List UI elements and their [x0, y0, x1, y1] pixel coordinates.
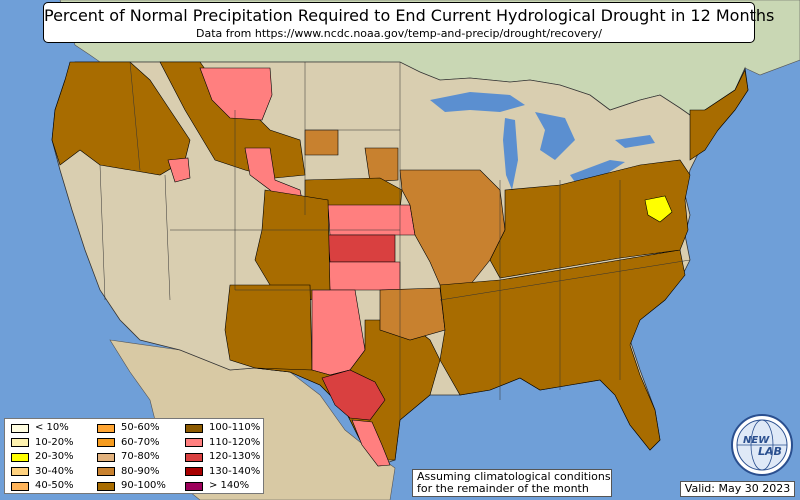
legend-swatch: [97, 467, 115, 476]
legend-label: 80-90%: [121, 465, 160, 477]
region-sd-light-brown: [364, 147, 399, 183]
legend-label: 100-110%: [209, 422, 261, 433]
legend-label: 130-140%: [209, 465, 261, 477]
legend-item: 100-110%: [185, 421, 260, 435]
region-texas-red: [321, 369, 386, 421]
legend-label: 70-80%: [121, 451, 160, 462]
legend-label: 40-50%: [35, 480, 74, 491]
region-maryland-yellow: [644, 195, 673, 223]
legend-swatch: [11, 481, 29, 491]
lake-huron: [535, 112, 575, 160]
region-idaho-pink: [167, 157, 191, 183]
title-box: Percent of Normal Precipitation Required…: [43, 2, 775, 43]
valid-date: Valid: May 30 2023: [680, 481, 795, 497]
legend-label: 120-130%: [209, 451, 261, 462]
legend-swatch: [185, 452, 203, 462]
legend-label: 10-20%: [35, 436, 74, 448]
map-title: Percent of Normal Precipitation Required…: [44, 6, 775, 25]
legend-label: 60-70%: [121, 436, 160, 448]
globe-logo-icon: NEW LAB: [731, 414, 793, 476]
legend-item: 30-40%: [11, 465, 74, 479]
region-pnw: [51, 61, 191, 176]
legend-swatch: [11, 438, 29, 447]
logo-text-bottom: LAB: [758, 445, 782, 458]
lake-michigan: [503, 118, 518, 190]
legend: < 10% 10-20% 20-30% 30-40% 40-50% 50-60% 60-70…: [4, 418, 264, 494]
legend-item: < 10%: [11, 421, 69, 435]
legend-item: 120-130%: [185, 450, 260, 464]
legend-item: 40-50%: [11, 479, 74, 493]
legend-item: 50-60%: [97, 421, 160, 435]
region-oklahoma-red: [327, 234, 396, 263]
legend-swatch: [185, 481, 203, 491]
legend-swatch: [185, 438, 203, 447]
legend-item: > 140%: [185, 479, 249, 493]
note-line-2: for the remainder of the month: [417, 482, 589, 495]
legend-swatch: [11, 423, 29, 433]
state-borders: [99, 61, 691, 420]
note-line-1: Assuming climatological conditions: [417, 470, 611, 483]
lake-superior: [430, 92, 525, 112]
region-dakota-light-brown: [304, 129, 339, 156]
assumption-note: Assuming climatological conditions for t…: [412, 469, 612, 497]
region-kansas-pink: [327, 204, 416, 236]
legend-item: 60-70%: [97, 436, 160, 450]
legend-label: 110-120%: [209, 436, 261, 448]
legend-label: < 10%: [35, 422, 69, 433]
legend-item: 130-140%: [185, 465, 260, 479]
map-subtitle: Data from https://www.ncdc.noaa.gov/temp…: [196, 27, 602, 40]
legend-label: 50-60%: [121, 422, 160, 433]
legend-item: 10-20%: [11, 436, 74, 450]
legend-swatch: [11, 467, 29, 476]
lake-erie: [570, 160, 625, 182]
region-ohio-valley-brown: [489, 159, 691, 279]
legend-item: 70-80%: [97, 450, 160, 464]
legend-swatch: [185, 467, 203, 476]
legend-item: 80-90%: [97, 465, 160, 479]
region-arkansas-light-brown: [379, 287, 446, 341]
legend-label: 30-40%: [35, 465, 74, 477]
legend-swatch: [11, 452, 29, 462]
region-southeast-brown: [439, 249, 686, 451]
logo-text-top: NEW: [743, 435, 770, 446]
legend-label: 20-30%: [35, 451, 74, 462]
legend-swatch: [97, 423, 115, 433]
legend-label: 90-100%: [121, 480, 166, 491]
region-northeast-brown: [689, 69, 749, 161]
legend-swatch: [97, 438, 115, 447]
legend-item: 110-120%: [185, 436, 260, 450]
region-southwest-brown: [224, 284, 313, 373]
region-south-texas-pink: [351, 419, 391, 467]
legend-swatch: [97, 452, 115, 462]
lake-ontario: [615, 135, 655, 148]
region-oklahoma-pink: [327, 261, 401, 291]
legend-item: 90-100%: [97, 479, 166, 493]
legend-label: > 140%: [209, 480, 250, 491]
legend-swatch: [97, 481, 115, 491]
legend-item: 20-30%: [11, 450, 74, 464]
region-montana-pink: [199, 67, 273, 121]
legend-swatch: [185, 423, 203, 433]
